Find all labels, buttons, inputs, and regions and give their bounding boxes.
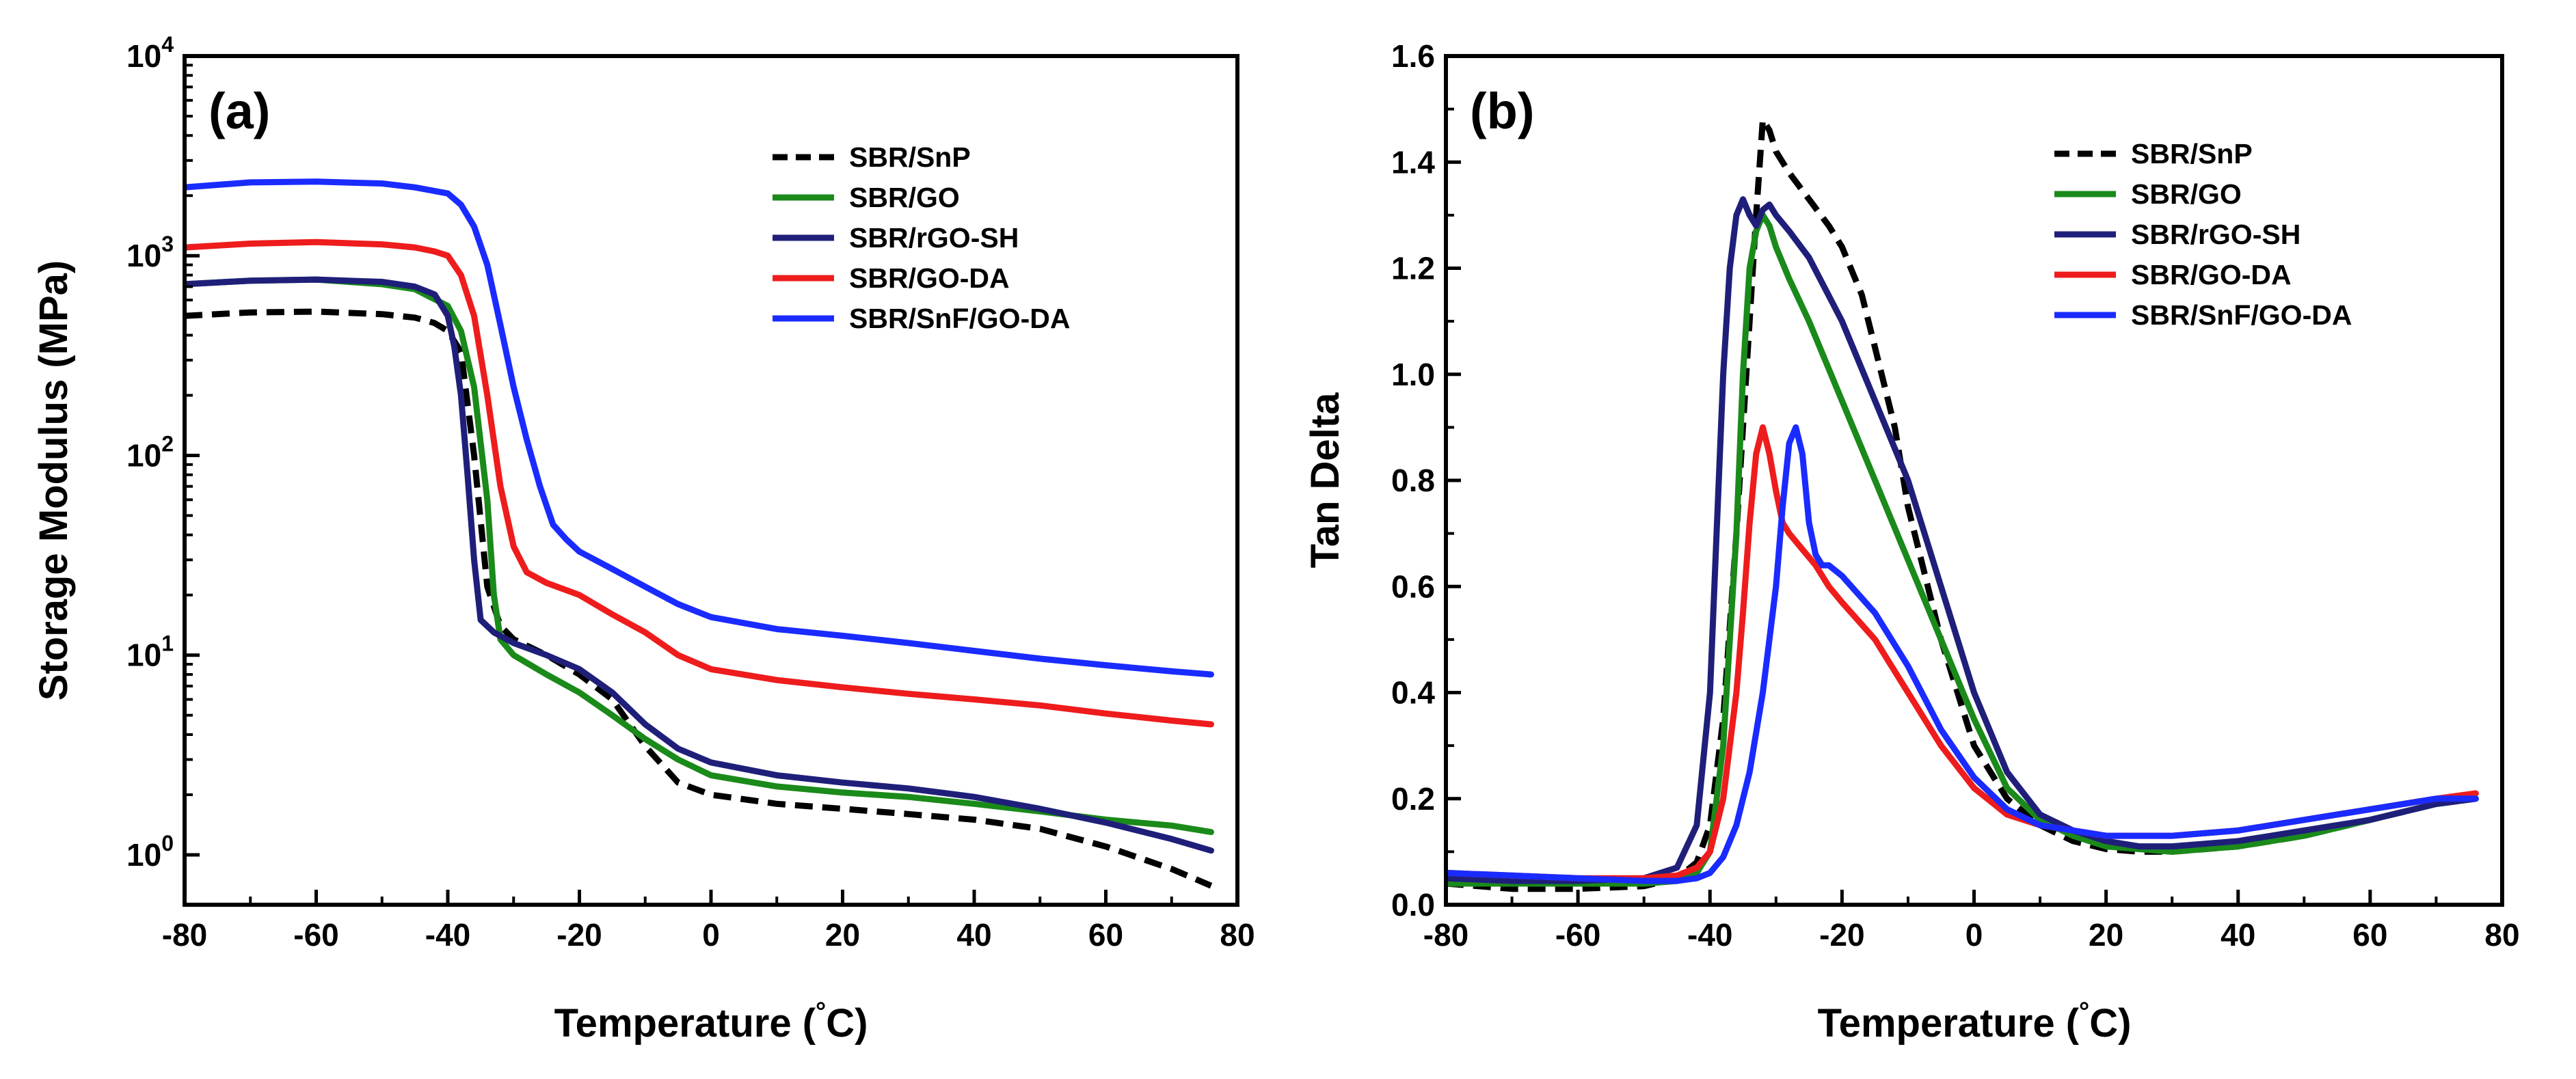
tan-delta-legend-label: SBR/rGO-SH: [2131, 219, 2300, 250]
tan-delta-y-axis-title: Tan Delta: [1303, 392, 1347, 568]
tan-delta-legend-label: SBR/SnP: [2131, 138, 2253, 169]
tan-delta-legend-item: SBR/GO: [2054, 178, 2242, 210]
tan-delta-y-tick-label: 0.0: [1391, 887, 1435, 923]
storage-modulus-y-tick-label: 101: [126, 631, 174, 673]
tan-delta-legend-label: SBR/GO: [2131, 178, 2242, 210]
storage-modulus-x-tick-label: -80: [162, 917, 207, 953]
tan-delta-y-tick-label: 1.6: [1391, 38, 1435, 74]
tan-delta-x-tick-label: 80: [2484, 917, 2519, 953]
tan-delta-y-tick-label: 1.4: [1391, 144, 1435, 180]
storage-modulus-x-tick-label: 0: [702, 917, 720, 953]
storage-modulus-legend-item: SBR/GO: [773, 182, 960, 213]
tan-delta-x-tick-label: 0: [1965, 917, 1983, 953]
tan-delta-y-tick-label: 0.2: [1391, 781, 1435, 817]
storage-modulus-y-tick-label: 104: [126, 32, 174, 74]
storage-modulus-legend: SBR/SnP SBR/GO SBR/rGO-SH SBR/GO-DA SBR/SnF/…: [773, 141, 1070, 334]
panel-a-label: (a): [209, 83, 270, 139]
storage-modulus-legend-item: SBR/SnF/GO-DA: [773, 303, 1070, 334]
tan-delta-y-tick-label: 0.4: [1391, 675, 1435, 711]
tan-delta-series-sbr-snf-go-da-line: [1446, 424, 2479, 884]
storage-modulus-panel: -80 -60 -40 -20 0 20 40 60 80 100 101 102 103 104 (a)…: [31, 32, 1255, 1046]
tan-delta-x-tick-label: -80: [1423, 917, 1468, 953]
storage-modulus-legend-label: SBR/rGO-SH: [849, 222, 1019, 254]
storage-modulus-x-tick-label: 80: [1220, 917, 1255, 953]
tan-delta-legend-item: SBR/rGO-SH: [2054, 219, 2300, 250]
storage-modulus-legend-item: SBR/rGO-SH: [773, 222, 1019, 254]
tan-delta-x-tick-label: -60: [1555, 917, 1600, 953]
storage-modulus-series-sbr-rgo-sh-line: [185, 276, 1214, 854]
storage-modulus-y-tick-label: 102: [126, 431, 174, 473]
storage-modulus-legend-label: SBR/GO-DA: [849, 262, 1010, 294]
storage-modulus-ticks: -80 -60 -40 -20 0 20 40 60 80 100 101 102 103 104: [126, 32, 1255, 953]
tan-delta-x-tick-label: 20: [2089, 917, 2123, 953]
storage-modulus-series-sbr-go-da-line: [185, 238, 1214, 728]
tan-delta-legend-item: SBR/SnP: [2054, 138, 2253, 169]
storage-modulus-x-tick-label: -60: [293, 917, 338, 953]
storage-modulus-legend-item: SBR/GO-DA: [773, 262, 1010, 294]
storage-modulus-legend-label: SBR/SnF/GO-DA: [849, 303, 1070, 334]
storage-modulus-x-tick-label: -20: [556, 917, 602, 953]
storage-modulus-y-axis-title: Storage Modulus (MPa): [31, 260, 76, 700]
tan-delta-x-axis-title: Temperature (°C): [1818, 998, 2132, 1046]
storage-modulus-series-sbr-snf-go-da-line: [185, 178, 1214, 678]
panel-b-label: (b): [1470, 83, 1535, 139]
tan-delta-y-tick-label: 1.2: [1391, 251, 1435, 286]
tan-delta-x-tick-label: 40: [2221, 917, 2255, 953]
tan-delta-legend-item: SBR/SnF/GO-DA: [2054, 299, 2352, 331]
tan-delta-y-tick-label: 0.8: [1391, 463, 1435, 498]
storage-modulus-series-layer: [185, 178, 1214, 889]
tan-delta-series-sbr-rgo-sh-line: [1446, 196, 2479, 884]
storage-modulus-legend-label: SBR/SnP: [849, 141, 971, 173]
storage-modulus-y-tick-label: 103: [126, 232, 174, 273]
storage-modulus-y-tick-label: 100: [126, 831, 174, 873]
tan-delta-legend: SBR/SnP SBR/GO SBR/rGO-SH SBR/GO-DA SBR/SnF/…: [2054, 138, 2352, 331]
storage-modulus-x-tick-label: 20: [825, 917, 860, 953]
tan-delta-legend-label: SBR/GO-DA: [2131, 259, 2292, 290]
tan-delta-ticks: -80 -60 -40 -20 0 20 40 60 80 0.0 0.2 0.4 0.6 0.8 1.0 1…: [1391, 38, 2520, 953]
storage-modulus-legend-label: SBR/GO: [849, 182, 960, 213]
storage-modulus-x-axis-title: Temperature (°C): [554, 998, 868, 1046]
tan-delta-x-tick-label: -40: [1687, 917, 1732, 953]
tan-delta-y-tick-label: 0.6: [1391, 569, 1435, 604]
tan-delta-panel: -80 -60 -40 -20 0 20 40 60 80 0.0 0.2 0.4 0.6 0.8 1.0 1…: [1303, 38, 2520, 1046]
tan-delta-x-tick-label: 60: [2352, 917, 2387, 953]
tan-delta-x-tick-label: -20: [1819, 917, 1864, 953]
tan-delta-legend-item: SBR/GO-DA: [2054, 259, 2292, 290]
tan-delta-legend-label: SBR/SnF/GO-DA: [2131, 299, 2352, 331]
storage-modulus-legend-item: SBR/SnP: [773, 141, 971, 173]
tan-delta-y-tick-label: 1.0: [1391, 357, 1435, 392]
storage-modulus-x-tick-label: 60: [1088, 917, 1123, 953]
storage-modulus-x-tick-label: -40: [425, 917, 470, 953]
storage-modulus-x-tick-label: 40: [956, 917, 991, 953]
tan-delta-series-layer: [1446, 116, 2479, 892]
